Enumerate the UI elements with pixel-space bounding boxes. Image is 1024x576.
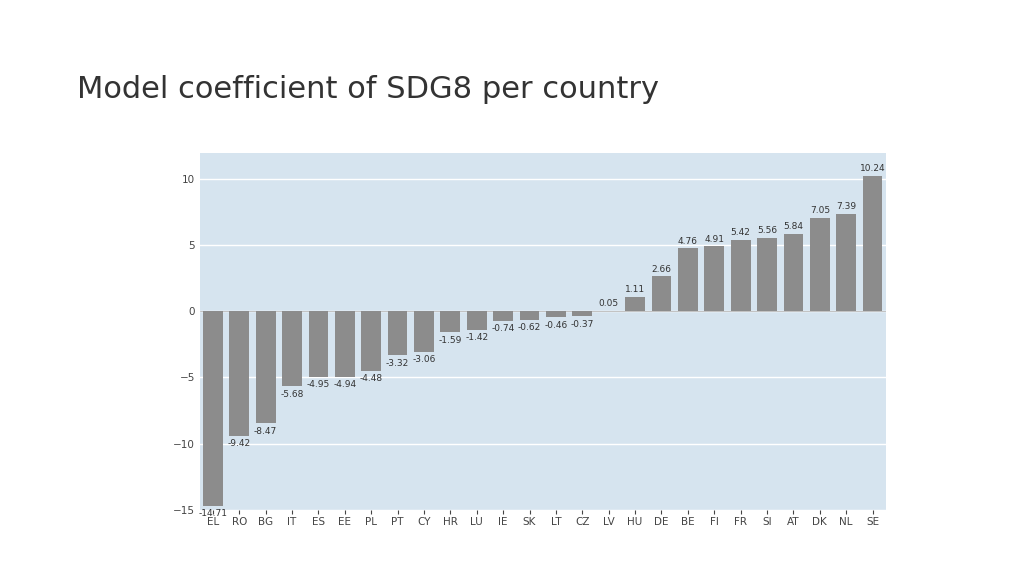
Text: -1.59: -1.59 — [438, 336, 462, 344]
Bar — [810, 218, 829, 312]
Text: -0.62: -0.62 — [518, 323, 541, 332]
Text: 4.91: 4.91 — [705, 235, 724, 244]
Text: 5.56: 5.56 — [757, 226, 777, 235]
Text: -4.48: -4.48 — [359, 374, 383, 383]
Bar — [519, 312, 540, 320]
Text: -4.94: -4.94 — [333, 380, 356, 389]
Bar — [599, 310, 618, 312]
Bar — [203, 312, 223, 506]
Bar — [256, 312, 275, 423]
Bar — [572, 312, 592, 316]
Bar — [494, 312, 513, 321]
Text: -4.95: -4.95 — [307, 380, 330, 389]
Text: -5.68: -5.68 — [281, 390, 304, 399]
Text: -0.74: -0.74 — [492, 324, 515, 334]
Bar — [626, 297, 645, 312]
Bar — [361, 312, 381, 370]
Bar — [705, 247, 724, 312]
Text: 1.11: 1.11 — [625, 285, 645, 294]
Bar — [731, 240, 751, 312]
Text: -3.32: -3.32 — [386, 359, 410, 367]
Text: 0.05: 0.05 — [599, 299, 618, 308]
Bar — [414, 312, 434, 352]
Bar — [440, 312, 460, 332]
Bar — [837, 214, 856, 312]
Text: 7.05: 7.05 — [810, 206, 829, 215]
Text: 4.76: 4.76 — [678, 237, 697, 246]
Text: -0.37: -0.37 — [570, 320, 594, 328]
Text: -0.46: -0.46 — [545, 321, 567, 329]
Bar — [388, 312, 408, 355]
Text: -9.42: -9.42 — [227, 439, 251, 448]
Text: -14.71: -14.71 — [199, 509, 227, 518]
Text: 5.84: 5.84 — [783, 222, 804, 232]
Bar — [651, 276, 672, 312]
Bar — [308, 312, 329, 377]
Text: 7.39: 7.39 — [837, 202, 856, 211]
Text: -3.06: -3.06 — [413, 355, 435, 364]
Text: Model coefficient of SDG8 per country: Model coefficient of SDG8 per country — [77, 75, 658, 104]
Text: 5.42: 5.42 — [731, 228, 751, 237]
Bar — [757, 238, 777, 312]
Text: 10.24: 10.24 — [860, 164, 886, 173]
Bar — [467, 312, 486, 330]
Text: -8.47: -8.47 — [254, 427, 278, 435]
Bar — [862, 176, 883, 312]
Text: -1.42: -1.42 — [465, 334, 488, 343]
Bar — [283, 312, 302, 386]
Bar — [229, 312, 249, 436]
Bar — [335, 312, 354, 377]
Bar — [783, 234, 803, 312]
Bar — [678, 248, 697, 312]
Text: 2.66: 2.66 — [651, 264, 672, 274]
Bar — [546, 312, 566, 317]
